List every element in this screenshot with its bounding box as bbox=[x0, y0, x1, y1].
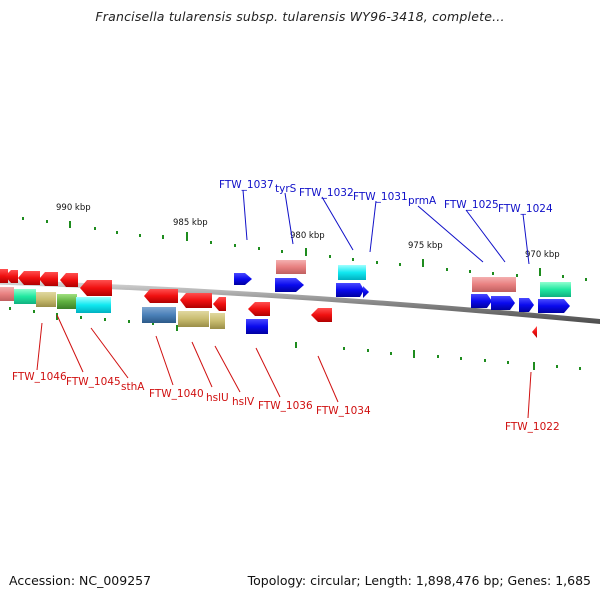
gene-arrow[interactable] bbox=[0, 287, 14, 301]
gene-arrow[interactable] bbox=[471, 294, 492, 308]
gene-arrow[interactable] bbox=[275, 278, 304, 292]
scale-label: 985 kbp bbox=[173, 218, 208, 228]
scale-ticks-inner bbox=[9, 307, 581, 370]
gene-arrow[interactable] bbox=[57, 294, 77, 309]
gene-label-ftw-1036[interactable]: FTW_1036 bbox=[258, 400, 313, 412]
gene-arrow[interactable] bbox=[213, 297, 226, 311]
gene-label-ftw-1046[interactable]: FTW_1046 bbox=[12, 371, 67, 383]
gene-label-hslv[interactable]: hslV bbox=[232, 396, 255, 408]
gene-arrow[interactable] bbox=[532, 326, 537, 338]
gene-arrow[interactable] bbox=[36, 292, 56, 307]
gene-label-tyrs[interactable]: tyrS bbox=[275, 183, 297, 195]
gene-arrow[interactable] bbox=[14, 289, 36, 304]
gene-arrow[interactable] bbox=[210, 313, 225, 329]
forward-genes[interactable] bbox=[234, 260, 571, 313]
gene-arrow[interactable] bbox=[363, 286, 369, 298]
gene-label-ftw-1034[interactable]: FTW_1034 bbox=[316, 405, 371, 417]
gene-arrow[interactable] bbox=[5, 270, 18, 283]
gene-arrow[interactable] bbox=[39, 272, 58, 286]
map-title: Francisella tularensis subsp. tularensis… bbox=[95, 9, 505, 24]
gene-arrow[interactable] bbox=[338, 265, 366, 280]
scale-ticks-outer bbox=[22, 217, 587, 281]
gene-label-ftw-1037[interactable]: FTW_1037 bbox=[219, 179, 274, 191]
gene-label-ftw-1022[interactable]: FTW_1022 bbox=[505, 421, 560, 433]
gene-arrow[interactable] bbox=[18, 271, 40, 285]
gene-arrow[interactable] bbox=[180, 293, 212, 308]
gene-arrow[interactable] bbox=[246, 319, 268, 334]
gene-label-ftw-1024[interactable]: FTW_1024 bbox=[498, 203, 553, 215]
gene-arrow[interactable] bbox=[276, 260, 306, 274]
gene-label-prma[interactable]: prmA bbox=[408, 195, 437, 207]
gene-arrow[interactable] bbox=[519, 298, 534, 312]
gene-arrow[interactable] bbox=[491, 296, 515, 310]
gene-label-hslu[interactable]: hslU bbox=[206, 392, 229, 404]
gene-arrow[interactable] bbox=[80, 280, 112, 296]
forward-label-lines bbox=[242, 189, 530, 265]
scale-label: 970 kbp bbox=[525, 250, 560, 260]
gene-arrow[interactable] bbox=[311, 308, 332, 322]
gene-arrow[interactable] bbox=[472, 277, 516, 292]
gene-label-ftw-1040[interactable]: FTW_1040 bbox=[149, 388, 204, 400]
accession-text: Accession: NC_009257 bbox=[9, 573, 152, 588]
genome-summary-text: Topology: circular; Length: 1,898,476 bp… bbox=[247, 573, 591, 588]
gene-arrow[interactable] bbox=[538, 299, 570, 313]
gene-arrow[interactable] bbox=[142, 307, 176, 323]
gene-arrow[interactable] bbox=[60, 273, 78, 287]
gene-arrow[interactable] bbox=[76, 297, 111, 313]
scale-label: 980 kbp bbox=[290, 231, 325, 241]
gene-label-ftw-1045[interactable]: FTW_1045 bbox=[66, 376, 121, 388]
gene-label-ftw-1032[interactable]: FTW_1032 bbox=[299, 187, 354, 199]
gene-label-stha[interactable]: sthA bbox=[121, 381, 145, 393]
gene-arrow[interactable] bbox=[540, 282, 571, 297]
gene-arrow[interactable] bbox=[178, 311, 209, 327]
gene-arrow[interactable] bbox=[144, 289, 178, 303]
reverse-label-lines bbox=[36, 314, 532, 419]
gene-label-ftw-1031[interactable]: FTW_1031 bbox=[353, 191, 408, 203]
gene-arrow[interactable] bbox=[248, 302, 270, 316]
gene-arrow[interactable] bbox=[0, 269, 8, 283]
gene-arrow[interactable] bbox=[336, 283, 364, 297]
gene-label-ftw-1025[interactable]: FTW_1025 bbox=[444, 199, 499, 211]
scale-label: 975 kbp bbox=[408, 241, 443, 251]
reverse-genes[interactable] bbox=[0, 269, 537, 338]
scale-label: 990 kbp bbox=[56, 203, 91, 213]
gene-arrow[interactable] bbox=[234, 273, 252, 285]
